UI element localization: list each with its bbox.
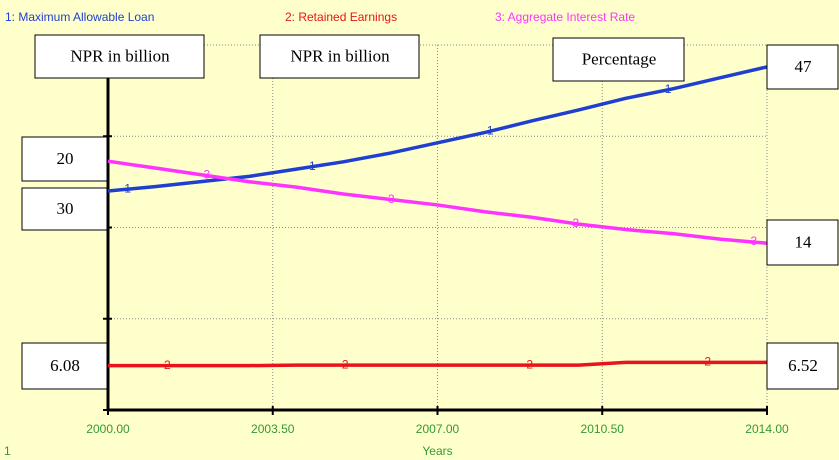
annotation-box: NPR in billion	[259, 34, 420, 79]
annotation-frame	[21, 342, 108, 390]
x-tick-label: 2003.50	[251, 422, 295, 436]
annotation-box: 14	[766, 219, 839, 266]
annotation-text: 14	[795, 232, 813, 251]
annotation-box: 47	[766, 44, 839, 90]
line-marker: 1	[309, 159, 316, 173]
annotation-box: Percentage	[552, 37, 685, 82]
line-marker: 2	[526, 357, 533, 371]
annotation-text: NPR in billion	[290, 46, 390, 65]
x-tick-label: 2014.00	[745, 422, 789, 436]
annotation-box: 6.52	[766, 342, 839, 390]
annotation-frame	[21, 187, 108, 231]
annotation-frame	[259, 34, 420, 79]
annotation-frame	[21, 136, 108, 182]
annotation-box: 6.08	[21, 342, 108, 390]
annotation-frame	[766, 44, 839, 90]
annotation-frame	[552, 37, 685, 82]
annotation-text: Percentage	[582, 49, 657, 68]
line-marker: 2	[164, 358, 171, 372]
line-marker: 1	[124, 181, 131, 195]
annotation-text: 47	[795, 57, 813, 76]
annotation-box: 20	[21, 136, 108, 182]
annotation-box: NPR in billion	[34, 34, 205, 79]
line-marker: 2	[342, 357, 349, 371]
annotation-text: NPR in billion	[70, 46, 170, 65]
page-label: 1	[4, 444, 11, 458]
line-marker: 3	[750, 234, 757, 248]
legend-entry: 1: Maximum Allowable Loan	[5, 10, 154, 24]
annotation-frame	[766, 342, 839, 390]
annotation-text: 6.08	[50, 356, 80, 375]
annotation-frame	[34, 34, 205, 79]
line-marker: 2	[704, 355, 711, 369]
annotation-text: 30	[57, 199, 74, 218]
line-marker: 3	[204, 168, 211, 182]
x-tick-label: 2000.00	[86, 422, 130, 436]
line-marker: 1	[665, 82, 672, 96]
annotation-frame	[766, 219, 839, 266]
series-line	[107, 159, 768, 245]
annotation-box: 30	[21, 187, 108, 231]
legend-entry: 2: Retained Earnings	[285, 10, 397, 24]
series-line	[107, 65, 768, 193]
series-line	[108, 360, 767, 368]
line-marker: 1	[487, 123, 494, 137]
line-marker: 3	[573, 216, 580, 230]
legend-entry: 3: Aggregate Interest Rate	[495, 10, 635, 24]
annotation-text: 20	[57, 149, 74, 168]
x-tick-label: 2010.50	[581, 422, 625, 436]
x-tick-label: 2007.00	[416, 422, 460, 436]
line-marker: 3	[388, 192, 395, 206]
annotation-text: 6.52	[788, 356, 818, 375]
x-axis-label: Years	[422, 444, 452, 458]
